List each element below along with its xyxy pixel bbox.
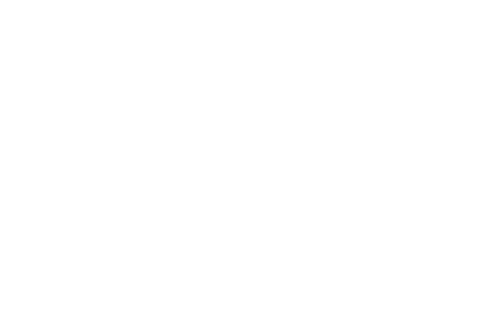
Text: maxilla (A) left maxilla (B). Black stains are absent where the: maxilla (A) left maxilla (B). Black stai… xyxy=(29,256,393,269)
Text: Figure 2: Figure 2 xyxy=(29,219,84,232)
Text: Intraoral appearance of a same patient, right: Intraoral appearance of a same patient, … xyxy=(93,219,365,232)
Text: restorations are.: restorations are. xyxy=(29,291,127,304)
Text: A: A xyxy=(130,185,141,200)
Text: B: B xyxy=(342,185,353,200)
